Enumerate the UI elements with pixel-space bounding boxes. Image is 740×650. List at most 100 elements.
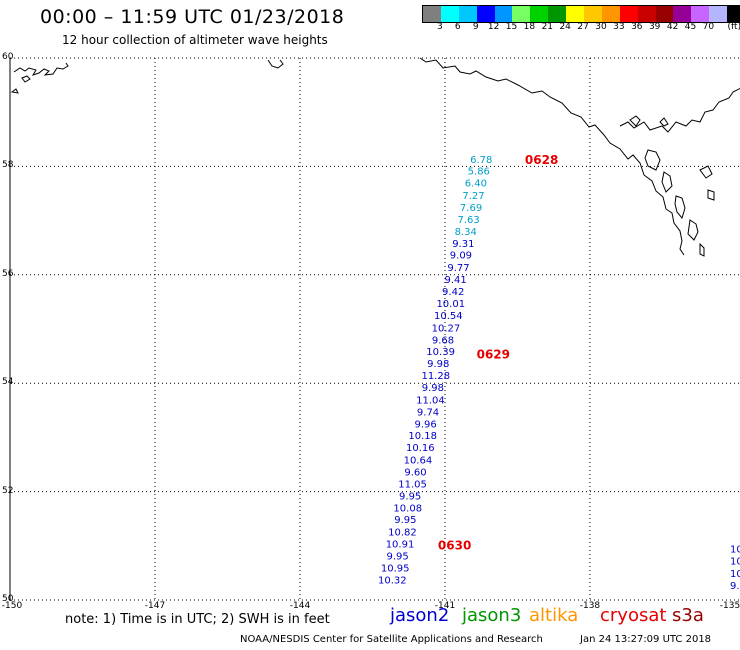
wave-height-value: 9.95: [386, 552, 408, 563]
longitude-label: -147: [144, 601, 166, 611]
coastline-alaska-gulf: [419, 57, 685, 256]
graticule: [10, 58, 740, 600]
wave-height-value: 10.39: [426, 347, 455, 358]
color-swatch: [673, 6, 692, 22]
chart-title: 00:00 – 11:59 UTC 01/23/2018: [40, 6, 345, 28]
latitude-label: 56: [2, 268, 14, 279]
wave-height-value: 10.16: [406, 443, 435, 454]
wave-height-value: 11.05: [398, 479, 427, 490]
color-scale-label: 30: [595, 22, 607, 32]
color-swatch: [584, 6, 602, 22]
color-scale-label: 12: [487, 22, 500, 32]
color-scale-label: 39: [648, 22, 661, 32]
legend-altika: altika: [529, 605, 579, 626]
wave-height-value: 9.42: [442, 287, 464, 298]
wave-height-value: 7.69: [460, 203, 482, 214]
wave-height-value: 9.31: [452, 239, 474, 250]
wave-height-value: 9.68: [432, 335, 454, 346]
color-swatch: [566, 6, 585, 22]
wave-height-value: 10.18: [408, 431, 437, 442]
color-scale-label: 6: [454, 22, 461, 32]
wave-height-value: 10.54: [434, 311, 463, 322]
color-swatch: [709, 6, 728, 22]
legend-cryosat: cryosat: [600, 605, 667, 626]
color-scale-label: 42: [666, 22, 679, 32]
wave-height-value: 10.82: [388, 528, 417, 539]
wave-height-value: 9.98: [422, 383, 444, 394]
chart-subtitle: 12 hour collection of altimeter wave hei…: [62, 33, 328, 47]
wave-height-value: 6.78: [470, 155, 492, 166]
island-2: [661, 171, 673, 193]
wave-height-value: 9.96: [415, 419, 437, 430]
wave-height-value: 7.27: [462, 191, 484, 202]
units-note: note: 1) Time is in UTC; 2) SWH is in fe…: [65, 612, 330, 627]
wave-height-value: 9.98: [427, 359, 449, 370]
island-3: [674, 195, 686, 220]
wave-height-value: 9.95: [399, 491, 421, 502]
color-swatch: [727, 6, 740, 22]
color-scale-labels: 3 6 9 12 15 18 21 24 27 30 33 36 39 42 45 70 (ft): [422, 22, 740, 34]
island-6: [699, 165, 715, 201]
wave-height-value: 11.28: [421, 371, 450, 382]
color-scale-bar: [422, 5, 740, 23]
color-swatch: [691, 6, 710, 22]
longitude-label: -138: [579, 601, 601, 611]
color-swatch: [440, 6, 459, 22]
color-swatch: [458, 6, 477, 22]
wave-height-value: 10.95: [381, 563, 410, 574]
wave-height-value: 11.04: [416, 395, 445, 406]
wave-height-value: 9.09: [450, 251, 472, 262]
latitude-label: 58: [2, 160, 14, 171]
wave-height-value: 10.91: [386, 540, 415, 551]
coastline-north-bay: [267, 59, 284, 69]
latitude-label: 60: [2, 52, 14, 62]
wave-height-value: 6.40: [465, 179, 487, 190]
wave-height-value: 9.77: [447, 263, 469, 274]
wave-height-value: 10.32: [378, 575, 407, 586]
wave-height-value: 8.34: [455, 227, 477, 238]
latitude-label: 54: [2, 377, 14, 388]
wave-height-value: 10.27: [432, 323, 461, 334]
pass-time-label: 0630: [438, 539, 471, 553]
color-swatch: [494, 6, 513, 22]
wave-height-value: 5.86: [468, 167, 490, 178]
wave-height-value: 10.01: [436, 299, 465, 310]
map-frame: [9, 57, 740, 601]
wave-height-value: 9.95: [394, 515, 416, 526]
color-scale-label: 18: [523, 22, 536, 32]
legend-jason3: jason3: [462, 605, 522, 626]
pass-time-labels: 0628 0629 0630: [438, 153, 558, 553]
wave-height-labels: 6.785.866.407.277.697.638.349.319.099.77…: [378, 155, 492, 587]
wave-height-value: 9.60: [404, 468, 426, 479]
color-scale-label: 3: [437, 22, 443, 32]
coastline-kenai: [10, 75, 31, 94]
color-swatch: [512, 6, 531, 22]
color-scale-label: 36: [631, 22, 643, 32]
color-swatch: [601, 6, 620, 22]
pass-time-label: 0629: [477, 347, 510, 361]
longitude-label: -141: [434, 601, 456, 611]
island-5: [699, 242, 705, 257]
wave-height-value: 10.08: [393, 503, 422, 514]
color-swatch: [530, 6, 549, 22]
color-scale-label: 24: [559, 22, 571, 32]
wave-height-value: 9.74: [417, 407, 439, 418]
color-scale-label: 27: [577, 22, 589, 32]
wave-height-value: 9.41: [444, 275, 466, 286]
edge-wave-height-value: 9.3: [730, 581, 740, 592]
color-scale-label: 21: [541, 22, 554, 32]
longitude-label: -144: [289, 601, 311, 611]
color-scale-label: 70: [702, 22, 715, 32]
color-swatch: [476, 6, 495, 22]
color-scale-label: 45: [684, 22, 697, 32]
longitude-label: -150: [1, 601, 23, 611]
footer-timestamp: Jan 24 13:27:09 UTC 2018: [580, 634, 712, 645]
color-swatch: [619, 6, 638, 22]
longitude-label: -135: [719, 601, 740, 611]
wave-height-value: 10.64: [404, 456, 433, 467]
footer-credit: NOAA/NESDIS Center for Satellite Applica…: [240, 634, 543, 645]
color-scale-label: 33: [613, 22, 625, 32]
color-swatch: [548, 6, 567, 22]
